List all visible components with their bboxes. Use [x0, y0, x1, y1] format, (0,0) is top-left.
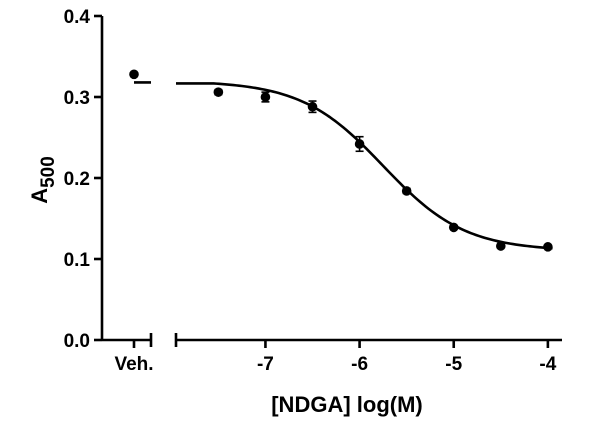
x-tick-label: -6 — [351, 354, 368, 375]
y-tick-label: 0.4 — [64, 7, 91, 28]
axes: 0.0 0.1 0.2 0.3 0.4 Veh. -7 -6 -5 -4 — [64, 7, 562, 375]
y-axis-title: A500 — [27, 156, 59, 204]
x-tick-label: -7 — [257, 354, 274, 375]
data-point — [401, 186, 412, 196]
y-tick-label: 0.3 — [64, 88, 90, 109]
y-axis-title-subscript: 500 — [38, 156, 59, 188]
x-tick-label-vehicle: Veh. — [114, 354, 153, 375]
data-point — [213, 87, 224, 97]
chart-marks — [129, 69, 553, 252]
y-tick-label: 0.0 — [64, 331, 90, 352]
x-tick-label: -4 — [539, 354, 556, 375]
data-point — [354, 139, 365, 149]
y-axis-title-main: A — [27, 188, 52, 204]
data-point — [496, 241, 506, 251]
y-tick-label: 0.1 — [64, 250, 91, 271]
data-point — [543, 242, 553, 252]
y-tick-label: 0.2 — [64, 169, 90, 190]
vehicle-point — [129, 69, 139, 80]
x-tick-label: -5 — [445, 354, 462, 375]
fit-curve — [176, 82, 553, 250]
data-point — [448, 222, 459, 233]
x-axis-title: [NDGA] log(M) — [271, 392, 423, 417]
data-point — [260, 92, 271, 102]
data-point — [307, 101, 318, 112]
